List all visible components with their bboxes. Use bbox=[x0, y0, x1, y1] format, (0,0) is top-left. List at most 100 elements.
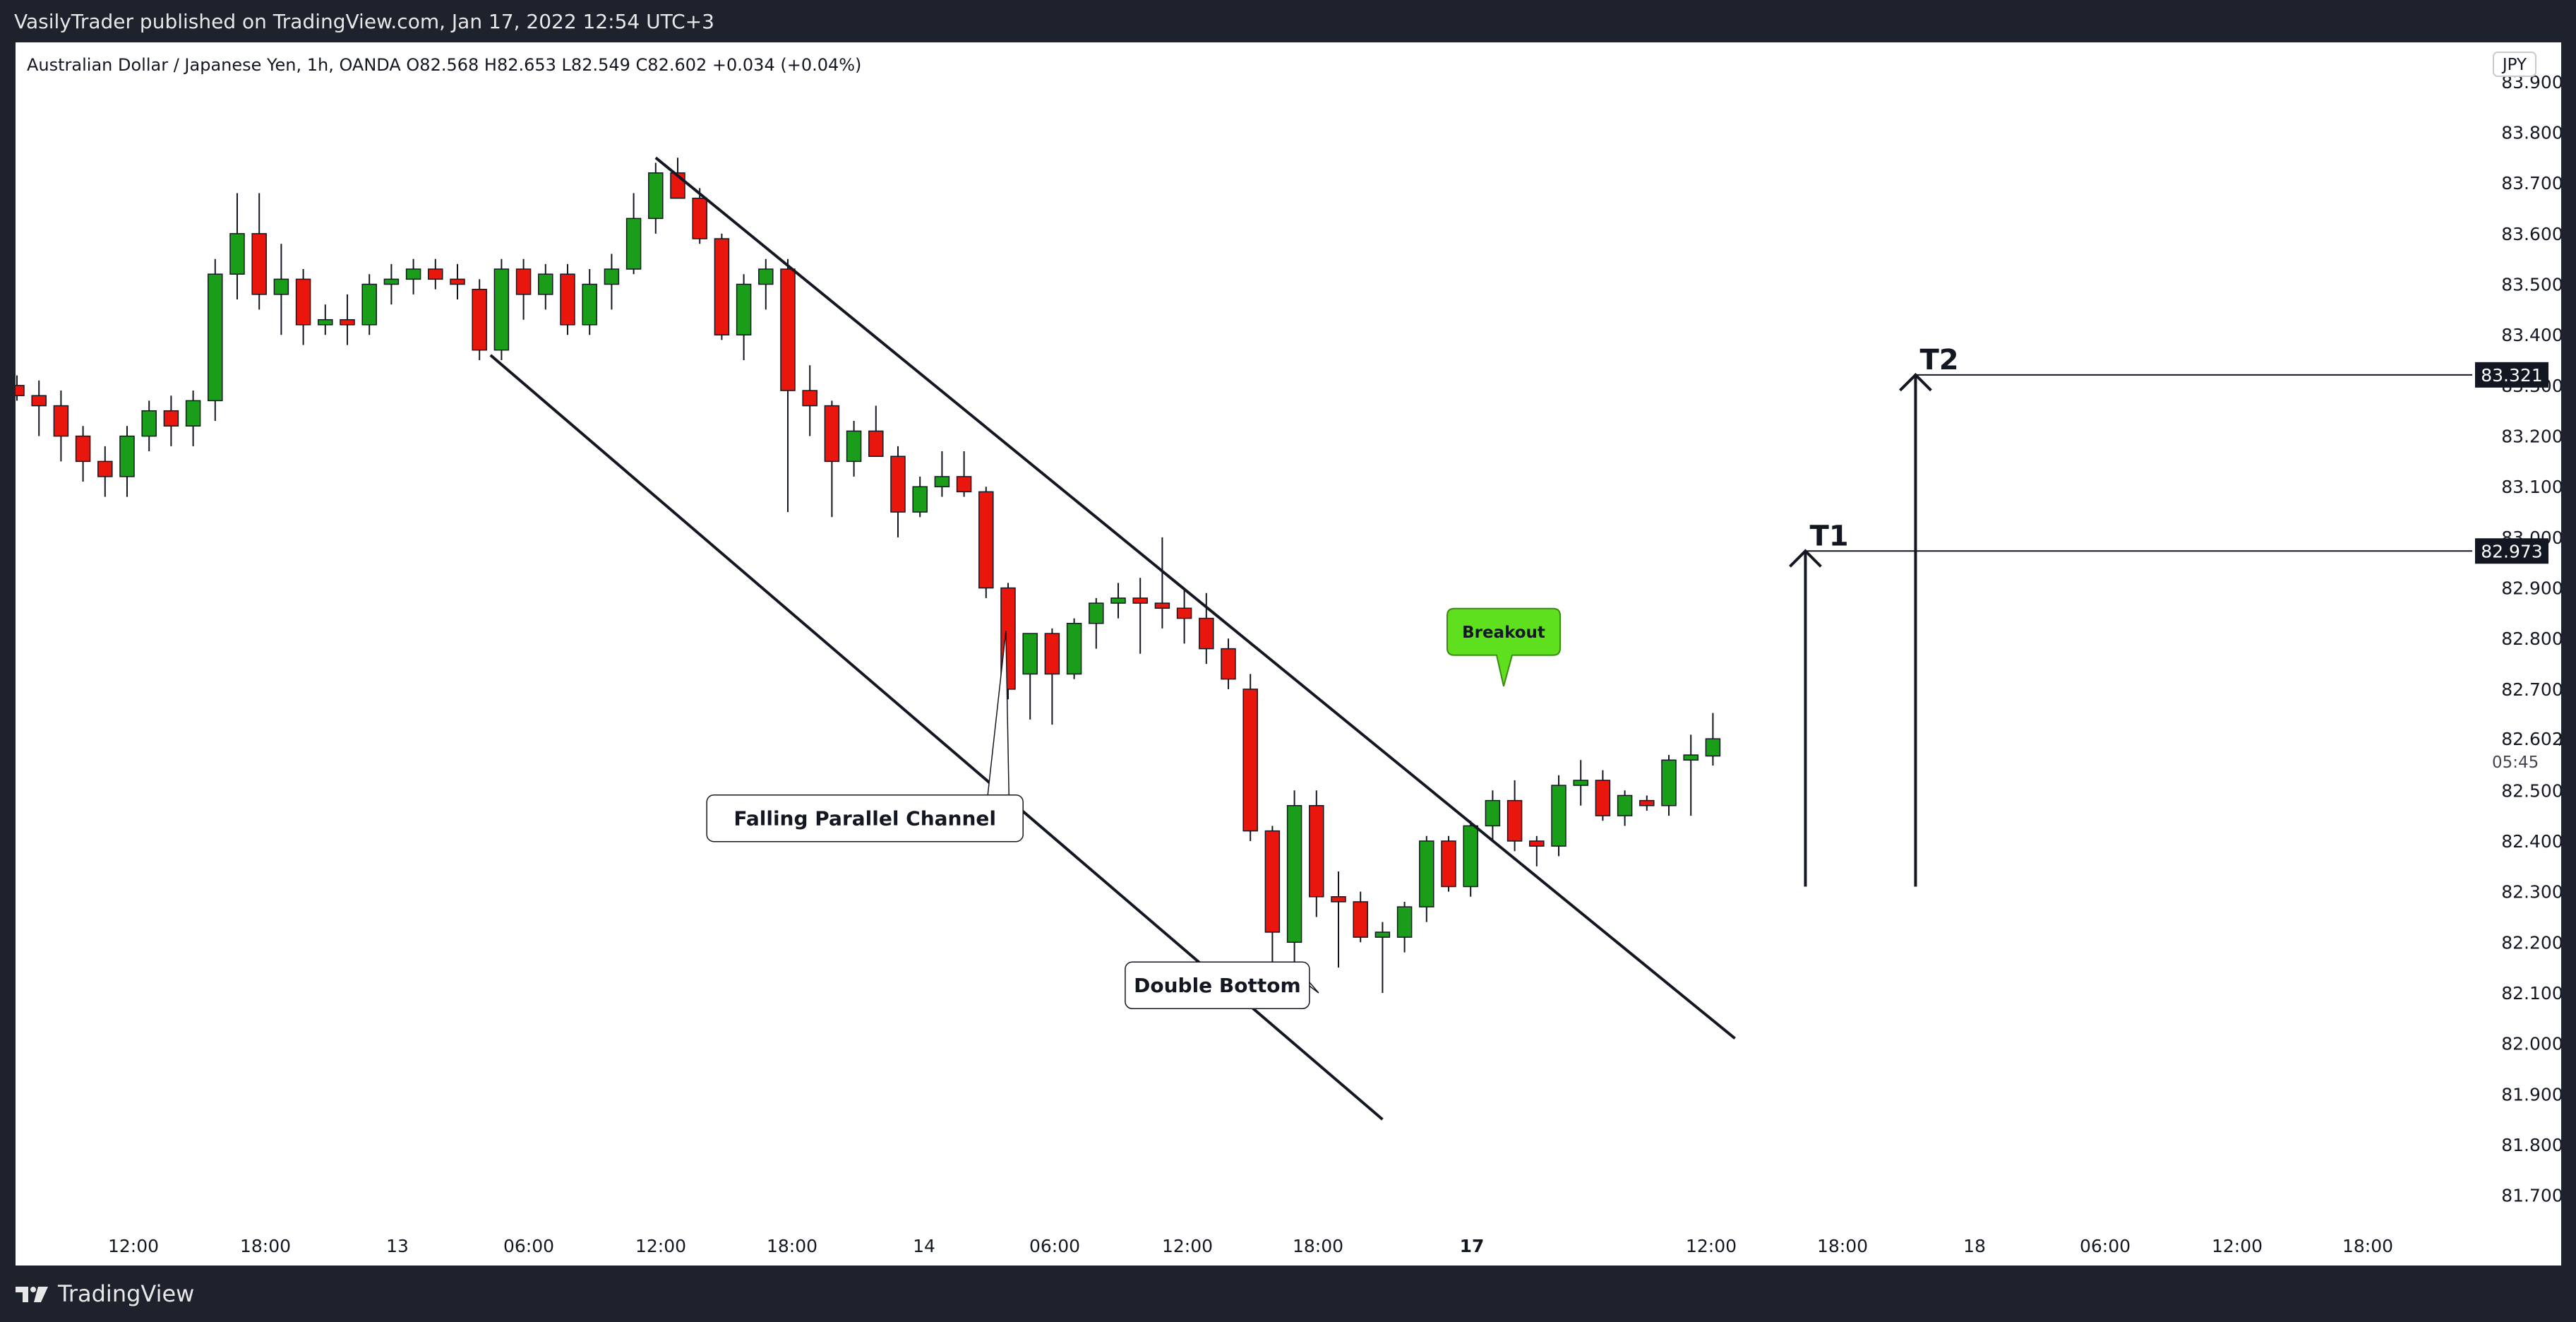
candle bbox=[868, 405, 884, 457]
candle-body bbox=[1286, 805, 1302, 943]
time-tick-label: 06:00 bbox=[2080, 1236, 2131, 1256]
candle bbox=[1573, 760, 1588, 806]
price-tick-label: 82.700 bbox=[2501, 679, 2561, 700]
footer-brand: TradingView bbox=[58, 1280, 195, 1307]
candle bbox=[1309, 790, 1324, 917]
breakout-label: Breakout bbox=[1462, 624, 1545, 642]
candle-body bbox=[515, 268, 532, 295]
tradingview-icon bbox=[16, 1287, 48, 1302]
candle-body bbox=[625, 218, 642, 270]
candle bbox=[1374, 922, 1391, 993]
callout-box bbox=[1125, 961, 1310, 1009]
candle-body bbox=[802, 390, 817, 407]
candle-body bbox=[9, 385, 25, 396]
candle bbox=[934, 451, 950, 497]
time-tick-label: 12:00 bbox=[1686, 1236, 1737, 1256]
price-tick-label: 82.000 bbox=[2501, 1034, 2561, 1054]
candle bbox=[273, 244, 289, 335]
candle bbox=[1705, 713, 1721, 766]
candle-body bbox=[1705, 738, 1721, 757]
candle-body bbox=[405, 268, 421, 280]
price-tick-label: 83.800 bbox=[2501, 123, 2561, 143]
candle bbox=[163, 395, 179, 446]
candle bbox=[1661, 755, 1677, 816]
candle-body bbox=[273, 278, 289, 295]
price-label-value: 82.973 bbox=[2481, 541, 2542, 561]
price-tick-label: 82.500 bbox=[2501, 780, 2561, 801]
candle-body bbox=[1529, 840, 1545, 847]
candle bbox=[31, 380, 47, 436]
candle-body bbox=[912, 486, 928, 513]
chart-svg[interactable]: T1 T2 Falling Parallel Channel Double Bott… bbox=[9, 42, 2563, 1266]
candle-body bbox=[1199, 617, 1214, 650]
candle-body bbox=[1551, 785, 1566, 847]
current-price-label: 82.602 05:45 bbox=[2488, 727, 2563, 772]
candle bbox=[383, 263, 400, 305]
candle bbox=[141, 400, 157, 452]
candle-body bbox=[141, 410, 157, 437]
candle-body bbox=[318, 318, 333, 326]
price-label-bg bbox=[2475, 538, 2548, 564]
candle bbox=[493, 258, 510, 361]
candle-body bbox=[758, 268, 774, 285]
candle-body bbox=[229, 233, 245, 275]
candle bbox=[1199, 592, 1214, 665]
candle-body bbox=[692, 197, 707, 239]
callout: Double Bottom bbox=[1125, 961, 1319, 1009]
candle-body bbox=[208, 273, 223, 402]
candle-body bbox=[1463, 825, 1478, 888]
price-tick-label: 83.400 bbox=[2501, 325, 2561, 345]
candle bbox=[251, 193, 267, 310]
candle bbox=[1044, 628, 1060, 725]
candle-body bbox=[604, 268, 620, 285]
candle-body bbox=[1374, 931, 1391, 938]
candle-body bbox=[846, 430, 862, 463]
candle bbox=[97, 446, 113, 497]
candle bbox=[890, 446, 906, 537]
candle-body bbox=[582, 283, 597, 326]
time-tick-label: 12:00 bbox=[108, 1236, 159, 1256]
candle-body bbox=[538, 273, 553, 295]
time-tick-label: 14 bbox=[913, 1236, 935, 1256]
target-label: T2 bbox=[1919, 344, 1958, 376]
candle bbox=[714, 233, 730, 340]
candle bbox=[1463, 821, 1478, 897]
candle bbox=[75, 426, 91, 482]
candle bbox=[846, 421, 862, 477]
candle-countdown: 05:45 bbox=[2492, 754, 2539, 772]
price-label-value: 83.321 bbox=[2481, 365, 2542, 386]
chart-area[interactable]: T1 T2 Falling Parallel Channel Double Bott… bbox=[9, 42, 2563, 1266]
candle bbox=[405, 258, 421, 294]
callout-label: Double Bottom bbox=[1134, 974, 1301, 997]
candle bbox=[229, 193, 245, 300]
candle-body bbox=[1661, 759, 1677, 806]
candle bbox=[1110, 583, 1126, 619]
candle bbox=[1396, 901, 1413, 953]
candle bbox=[1617, 790, 1633, 826]
price-tick-label: 82.800 bbox=[2501, 629, 2561, 649]
candle-body bbox=[1066, 622, 1082, 675]
candle-body bbox=[1441, 840, 1456, 888]
candle-body bbox=[1617, 794, 1633, 816]
candle bbox=[1595, 770, 1611, 821]
candle bbox=[1089, 597, 1104, 649]
candle bbox=[515, 258, 532, 320]
candle bbox=[604, 254, 620, 310]
tradingview-logo[interactable]: TradingView bbox=[16, 1278, 194, 1309]
time-tick-label: 12:00 bbox=[635, 1236, 686, 1256]
candle bbox=[736, 274, 752, 361]
time-tick-label: 18:00 bbox=[1817, 1236, 1868, 1256]
time-tick-label: 06:00 bbox=[1029, 1236, 1080, 1256]
candle bbox=[956, 451, 972, 497]
candle-body bbox=[978, 491, 994, 589]
candle bbox=[1485, 790, 1501, 841]
breakout-bubble bbox=[1446, 607, 1561, 687]
channel-upper-line bbox=[654, 156, 1736, 1040]
symbol-line: Australian Dollar / Japanese Yen, 1h, OA… bbox=[27, 55, 861, 75]
currency-badge[interactable]: JPY bbox=[2493, 52, 2536, 77]
candle bbox=[1551, 775, 1566, 857]
candle bbox=[472, 279, 487, 361]
time-tick-label: 18:00 bbox=[2342, 1236, 2393, 1256]
candle-body bbox=[75, 435, 91, 463]
candle-body bbox=[560, 273, 575, 326]
